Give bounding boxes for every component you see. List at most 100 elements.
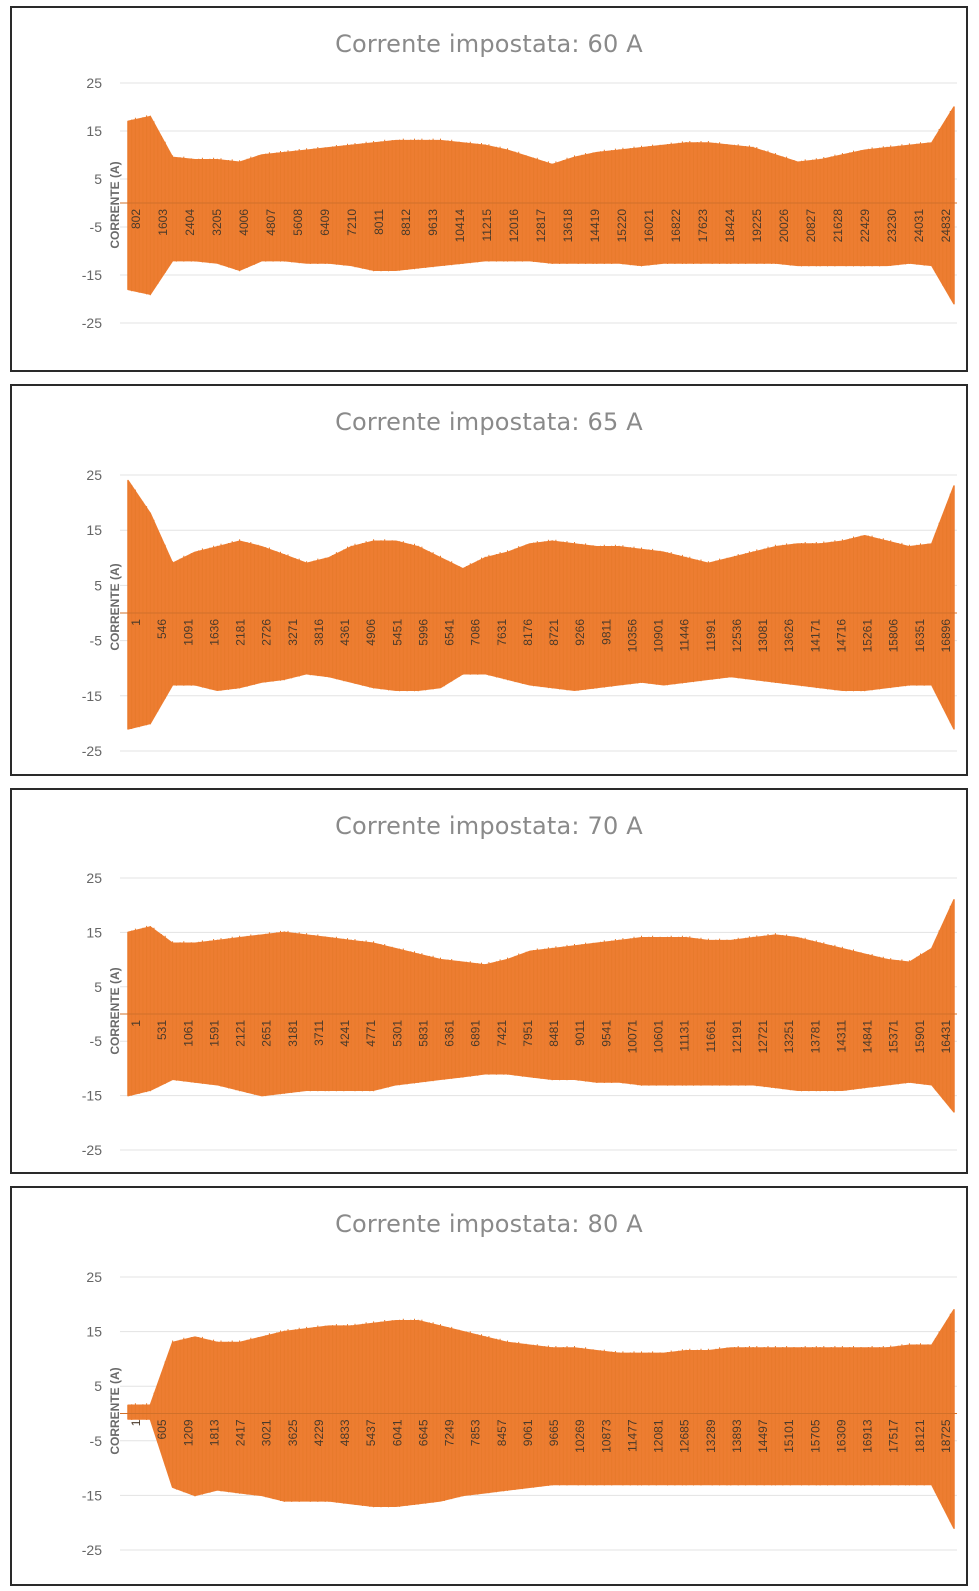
y-tick-label: -15 [82,1088,102,1104]
x-tick-label: 3625 [286,1419,300,1446]
x-tick-label: 9665 [547,1419,561,1446]
x-tick-label: 10901 [652,619,666,653]
x-tick-label: 18121 [913,1419,927,1453]
x-tick-label: 13081 [756,619,770,653]
x-tick-label: 16913 [861,1419,875,1453]
x-tick-label: 11661 [704,1020,718,1053]
x-tick-label: 6409 [318,209,332,236]
x-tick-label: 3816 [312,619,326,646]
y-tick-label: 5 [94,979,102,995]
x-tick-label: 13289 [704,1419,718,1453]
x-tick-label: 7086 [469,619,483,646]
y-tick-label: 25 [86,870,102,886]
x-tick-label: 23230 [885,209,899,243]
x-tick-label: 8011 [372,209,386,235]
y-tick-label: -15 [82,267,102,283]
x-tick-label: 4361 [338,619,352,646]
x-tick-label: 1091 [181,619,195,646]
x-tick-label: 1 [129,1020,143,1027]
x-tick-label: 11131 [678,1020,692,1052]
x-tick-label: 6361 [443,1020,457,1047]
x-tick-label: 13893 [730,1419,744,1453]
x-tick-label: 2404 [183,209,197,236]
x-tick-label: 605 [155,1419,169,1439]
x-tick-label: 12191 [730,1020,744,1054]
x-tick-label: 15261 [861,619,875,653]
x-tick-label: 9061 [521,1419,535,1446]
x-tick-label: 16351 [913,619,927,653]
x-tick-label: 10601 [652,1020,666,1054]
y-tick-label: -5 [90,633,103,649]
x-tick-label: 7951 [521,1020,535,1047]
y-tick-label: 25 [86,75,102,91]
x-tick-label: 24832 [939,209,953,243]
x-tick-label: 10873 [599,1419,613,1453]
x-tick-label: 18424 [723,209,737,243]
y-tick-label: -5 [90,219,103,235]
y-tick-label: 15 [86,123,102,139]
x-tick-label: 531 [155,1020,169,1040]
x-tick-label: 18725 [939,1419,953,1453]
y-tick-label: 5 [94,577,102,593]
x-tick-label: 2651 [260,1020,274,1047]
x-tick-label: 6891 [469,1020,483,1047]
x-tick-label: 1061 [181,1020,195,1047]
chart-panel-65a: Corrente impostata: 65 A CORRENTE (A) 25… [10,384,968,776]
x-tick-label: 1591 [207,1020,221,1047]
y-tick-label: -5 [90,1033,103,1049]
x-tick-label: 12016 [507,209,521,243]
chart-plot: 25 15 5 -5 -15 -25 1 531 1061 1591 2121 2651 3181 371… [82,870,957,1158]
x-tick-label: 14841 [861,1020,875,1054]
x-tick-label: 5437 [364,1419,378,1446]
x-tick-label: 16021 [642,209,656,243]
chart-panel-70a: Corrente impostata: 70 A CORRENTE (A) 25… [10,788,968,1174]
x-tick-label: 14497 [756,1419,770,1453]
x-tick-label: 14419 [588,209,602,243]
y-tick-label: -25 [82,743,102,759]
y-tick-label: 5 [94,1378,102,1394]
x-tick-label: 4006 [237,209,251,236]
x-tick-label: 6041 [390,1419,404,1446]
x-tick-label: 17517 [887,1419,901,1453]
x-tick-label: 5451 [390,619,404,646]
x-tick-label: 13251 [782,1020,796,1054]
x-tick-label: 12721 [756,1020,770,1054]
x-tick-label: 5608 [291,209,305,236]
x-tick-label: 11446 [678,619,692,652]
x-tick-label: 12817 [534,209,548,243]
x-tick-label: 22429 [858,209,872,243]
x-tick-label: 10269 [573,1419,587,1453]
y-tick-label: 25 [86,1269,102,1285]
x-tick-label: 4833 [338,1419,352,1446]
x-tick-label: 13781 [808,1020,822,1054]
y-tick-label: 25 [86,467,102,483]
x-tick-label: 12685 [678,1419,692,1453]
x-tick-label: 15806 [887,619,901,653]
x-tick-label: 3181 [286,1020,300,1047]
y-tick-label: -5 [90,1433,103,1449]
x-tick-label: 2726 [260,619,274,646]
x-tick-label: 13626 [782,619,796,653]
x-tick-label: 24031 [912,209,926,243]
x-tick-label: 4771 [364,1020,378,1047]
chart-panel-80a: Corrente impostata: 80 A CORRENTE (A) 25… [10,1186,968,1586]
x-tick-label: 7631 [495,619,509,646]
x-tick-label: 6645 [416,1419,430,1446]
x-tick-label: 14716 [835,619,849,653]
x-tick-label: 8721 [547,619,561,646]
x-tick-label: 3271 [286,619,300,646]
x-tick-label: 3711 [312,1020,326,1046]
x-tick-label: 10356 [626,619,640,653]
x-tick-label: 5996 [416,619,430,646]
signal-texture [127,1313,951,1522]
x-tick-label: 1209 [181,1419,195,1446]
x-tick-label: 7210 [345,209,359,236]
x-tick-label: 8457 [495,1419,509,1446]
x-tick-label: 2417 [234,1419,248,1446]
x-tick-label: 6541 [443,619,457,646]
x-tick-label: 15101 [782,1419,796,1453]
x-tick-label: 1813 [207,1419,221,1446]
x-tick-label: 2181 [234,619,248,646]
x-tick-label: 2121 [234,1020,248,1047]
x-tick-label: 9541 [599,1020,613,1047]
